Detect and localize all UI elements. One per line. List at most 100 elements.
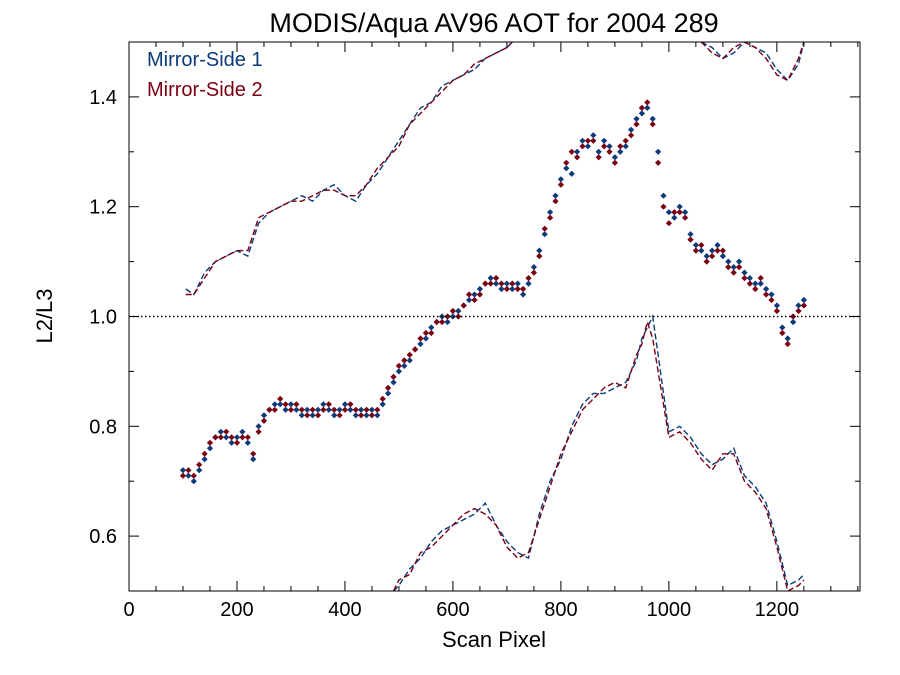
ms2-point	[762, 291, 770, 298]
ms2-point	[730, 269, 737, 276]
ms1-point	[590, 132, 597, 139]
ms1-point	[644, 104, 651, 112]
ms1-point	[233, 434, 241, 441]
ms1-point	[471, 291, 478, 298]
ms1-point	[498, 285, 505, 293]
ms2-point	[492, 274, 500, 282]
ms1-point	[509, 285, 516, 293]
ms1-point	[752, 280, 759, 287]
ms2-point	[579, 143, 586, 150]
ms1-point	[320, 401, 327, 408]
ms1-point	[519, 291, 527, 298]
x-axis-label: Scan Pixel	[442, 627, 546, 652]
ms2-point	[228, 434, 235, 441]
ms2-point	[320, 406, 327, 413]
ms1-point	[552, 192, 559, 199]
ms2-point	[304, 412, 311, 419]
ms2-point	[498, 280, 505, 287]
ms2-point	[363, 406, 370, 413]
ms2-point	[530, 269, 538, 276]
x-tick-label: 200	[220, 599, 253, 621]
ms1-point	[455, 307, 462, 315]
ms1-point	[541, 231, 548, 238]
ms2-point	[665, 220, 673, 227]
plot-area: 0 200 400 600 800 1000 1200 0.6 0.8 1.0 1.2 1.4	[89, 41, 861, 621]
ms2-point	[438, 318, 446, 326]
ms2-point	[190, 472, 197, 479]
legend-mirror-side-1: Mirror-Side 1	[147, 49, 263, 71]
ms1-point	[201, 456, 208, 463]
ms1-point	[784, 335, 791, 342]
ms2-point	[390, 373, 397, 381]
ms1-point	[525, 280, 532, 287]
ms1-point	[762, 285, 770, 293]
x-tick-label: 0	[123, 599, 134, 621]
ms1-point	[514, 280, 521, 287]
ms2-point	[196, 461, 203, 468]
ms1-point	[260, 412, 268, 419]
ms1-point	[185, 472, 192, 479]
ms1-point	[250, 456, 257, 463]
x-tick-label: 1000	[647, 599, 692, 621]
ms2-point	[406, 351, 413, 359]
envelope-line	[185, 42, 513, 296]
ms1-point	[692, 241, 700, 249]
ms1-point	[325, 406, 332, 413]
ms1-point	[698, 247, 705, 254]
ms1-point	[671, 214, 678, 221]
ms1-point	[341, 401, 349, 408]
ms1-point	[660, 192, 667, 199]
ms1-point	[476, 285, 484, 293]
ms2-point	[509, 280, 516, 287]
ms1-point	[422, 335, 430, 342]
ms2-point	[757, 274, 764, 282]
ms1-point	[573, 148, 581, 155]
ms1-point	[503, 280, 511, 287]
ms1-point	[190, 478, 197, 485]
ms2-point	[671, 209, 678, 216]
ms2-point	[368, 412, 376, 419]
ms1-point	[676, 203, 683, 210]
ms1-point	[681, 209, 689, 216]
ms2-point	[460, 302, 467, 309]
ms2-point	[600, 143, 608, 150]
ms2-point	[676, 209, 683, 216]
ms1-point	[293, 406, 300, 413]
ms1-point	[401, 362, 408, 370]
ms2-point	[223, 428, 230, 435]
y-tick-label: 1.4	[89, 87, 117, 109]
ms2-point	[384, 384, 392, 392]
ms2-point	[471, 296, 478, 304]
ms2-point	[595, 154, 602, 161]
ms1-point	[757, 280, 764, 287]
ms1-point	[449, 313, 457, 320]
ms2-point	[795, 307, 802, 315]
ms2-point	[277, 395, 284, 403]
ms1-point	[579, 137, 586, 144]
ms2-point	[433, 318, 440, 326]
ms1-point	[568, 170, 575, 177]
ms1-point	[611, 154, 619, 161]
ms1-point	[725, 258, 732, 265]
ms2-point	[519, 285, 527, 293]
x-tick-label: 400	[328, 599, 361, 621]
ms2-point	[768, 296, 775, 304]
ms1-point	[314, 406, 322, 413]
ms2-point	[244, 434, 251, 441]
envelope-line	[700, 42, 805, 82]
ms1-point	[703, 252, 710, 260]
x-tick-label: 1200	[755, 599, 800, 621]
ms1-point	[546, 209, 554, 216]
ms1-point	[622, 143, 629, 150]
ms2-point	[336, 412, 343, 419]
ms2-point	[611, 159, 619, 166]
ms2-point	[568, 148, 575, 155]
ms1-point	[363, 412, 370, 419]
ms1-point	[665, 209, 673, 216]
ms2-point	[622, 137, 629, 144]
ms1-point	[309, 412, 316, 419]
ms2-point	[741, 274, 748, 282]
ms2-point	[541, 225, 548, 232]
ms1-point	[196, 467, 203, 474]
ms2-point	[331, 406, 338, 413]
